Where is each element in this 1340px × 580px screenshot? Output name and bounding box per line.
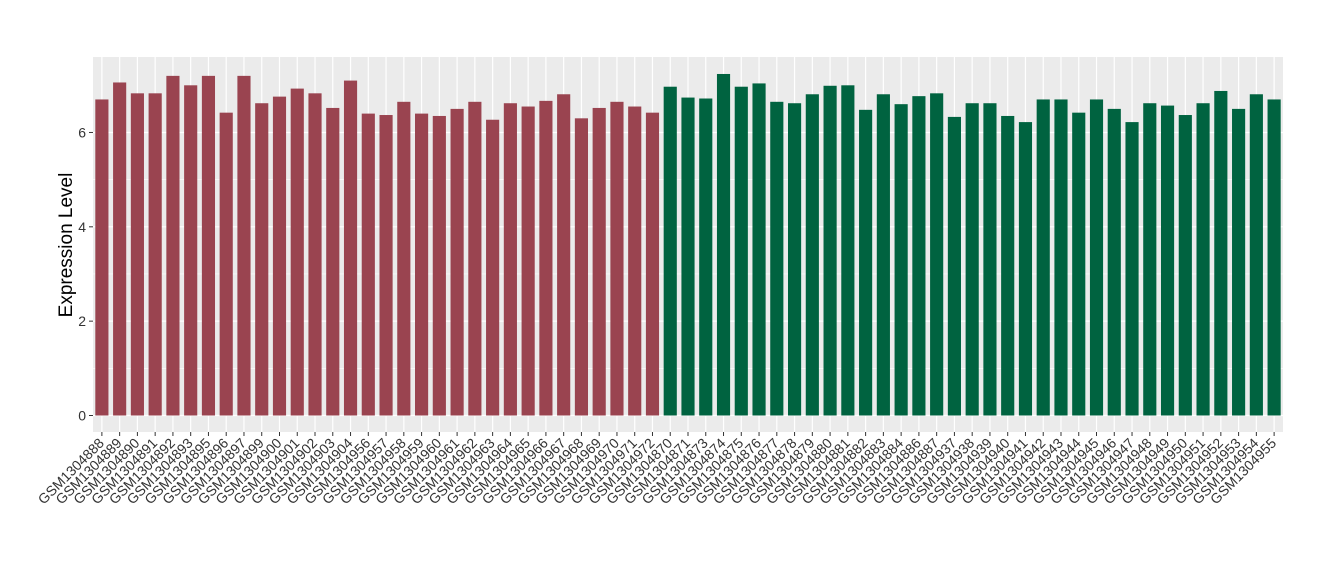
bar-GSM1304962 [468,101,482,416]
bar-GSM1304886 [912,96,926,416]
bar-GSM1304904 [343,80,358,416]
bar-GSM1304957 [379,115,393,416]
bar-GSM1304971 [628,106,642,416]
y-tick-label: 2 [78,313,86,329]
bar-GSM1304940 [1001,115,1015,416]
bar-GSM1304965 [521,106,535,416]
bar-GSM1304963 [486,119,500,416]
bar-GSM1304961 [450,108,464,416]
bar-GSM1304876 [752,83,766,416]
y-axis-title: Expression Level [56,173,77,318]
bar-GSM1304954 [1249,94,1263,416]
bar-GSM1304875 [734,86,748,416]
bar-GSM1304948 [1143,103,1157,416]
x-axis: GSM1304888GSM1304889GSM1304890GSM1304891… [35,432,1279,507]
bar-GSM1304902 [308,93,322,416]
bar-GSM1304969 [592,107,606,416]
bar-GSM1304888 [95,99,109,416]
bar-GSM1304892 [166,75,180,416]
bar-GSM1304949 [1160,105,1175,416]
bar-GSM1304901 [290,88,304,416]
bar-GSM1304964 [503,103,517,416]
bar-GSM1304953 [1232,108,1246,416]
bar-GSM1304880 [823,85,837,416]
bar-GSM1304891 [148,93,162,416]
bar-GSM1304942 [1036,99,1050,416]
bar-GSM1304952 [1214,90,1228,416]
bar-GSM1304877 [770,101,784,416]
bar-GSM1304896 [219,112,233,416]
bar-GSM1304871 [681,97,695,416]
bar-GSM1304879 [805,94,819,416]
bar-GSM1304890 [130,93,144,416]
bar-GSM1304881 [841,85,855,416]
bar-GSM1304966 [539,100,553,416]
bar-GSM1304958 [397,101,411,416]
bar-GSM1304950 [1178,115,1192,416]
bar-GSM1304939 [983,103,997,416]
bar-GSM1304970 [610,101,624,416]
bar-GSM1304895 [201,75,216,416]
y-axis: 0 2 4 6 [78,124,93,423]
bar-GSM1304951 [1196,103,1210,416]
bar-GSM1304897 [237,75,251,416]
bar-GSM1304959 [415,113,429,416]
bar-GSM1304947 [1125,122,1139,416]
bar-GSM1304870 [663,86,677,416]
bar-GSM1304889 [113,82,127,416]
bar-GSM1304903 [326,107,340,416]
bar-GSM1304967 [557,94,571,416]
bar-GSM1304884 [894,104,908,416]
bar-GSM1304878 [787,103,802,416]
bar-GSM1304883 [876,94,890,416]
bar-GSM1304946 [1107,108,1121,416]
bar-GSM1304944 [1072,112,1086,416]
bar-GSM1304945 [1089,99,1104,416]
bar-GSM1304893 [184,85,198,416]
y-tick-label: 6 [78,124,86,140]
y-tick-label: 4 [78,219,86,235]
bar-GSM1304938 [965,103,979,416]
bar-GSM1304955 [1267,99,1281,416]
y-tick-label: 0 [78,407,86,423]
bar-GSM1304900 [272,96,287,416]
bar-GSM1304873 [699,98,713,416]
bar-GSM1304887 [930,93,944,416]
bar-GSM1304941 [1018,122,1033,416]
bar-GSM1304960 [432,115,446,416]
bar-GSM1304968 [574,118,589,416]
bar-GSM1304874 [716,73,731,416]
bar-GSM1304943 [1054,99,1068,416]
bar-GSM1304972 [645,112,660,416]
bar-GSM1304882 [859,109,873,416]
bar-GSM1304937 [947,116,961,416]
bar-GSM1304956 [361,113,375,416]
bar-GSM1304899 [255,103,269,416]
bars [95,73,1281,416]
